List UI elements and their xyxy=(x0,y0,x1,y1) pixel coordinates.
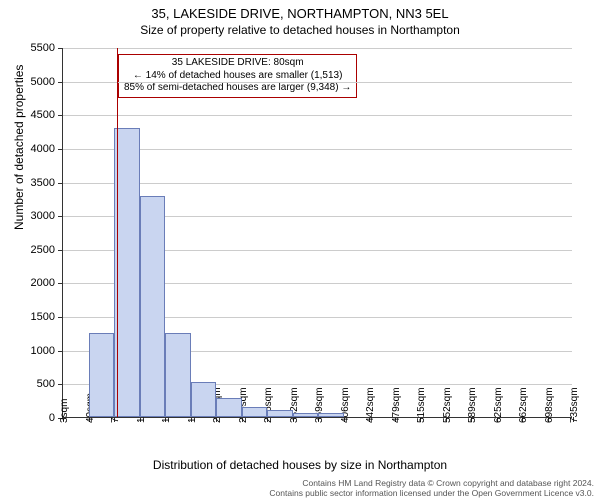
histogram-bar xyxy=(191,382,217,417)
histogram-bar xyxy=(89,333,115,417)
attribution-text: Contains HM Land Registry data © Crown c… xyxy=(269,478,594,498)
x-tick-label: 442sqm xyxy=(365,387,376,423)
y-tick-label: 4500 xyxy=(31,109,63,121)
y-tick-label: 5500 xyxy=(31,42,63,54)
annotation-line: ← 14% of detached houses are smaller (1,… xyxy=(124,70,351,83)
y-tick-label: 1000 xyxy=(31,345,63,357)
annotation-line: 35 LAKESIDE DRIVE: 80sqm xyxy=(124,57,351,70)
attribution-line: Contains HM Land Registry data © Crown c… xyxy=(269,478,594,488)
x-tick-label: 296sqm xyxy=(263,387,274,423)
y-tick-label: 1500 xyxy=(31,311,63,323)
x-tick-label: 552sqm xyxy=(442,387,453,423)
grid-line xyxy=(63,82,572,83)
histogram-bar xyxy=(242,407,268,417)
x-tick-label: 369sqm xyxy=(314,387,325,423)
y-tick-label: 4000 xyxy=(31,143,63,155)
histogram-bar xyxy=(216,398,242,417)
histogram-bar xyxy=(318,413,344,417)
grid-line xyxy=(63,48,572,49)
chart-plot-area: 35 LAKESIDE DRIVE: 80sqm ← 14% of detach… xyxy=(62,48,572,418)
x-tick-label: 735sqm xyxy=(569,387,580,423)
x-tick-label: 589sqm xyxy=(467,387,478,423)
grid-line xyxy=(63,115,572,116)
histogram-bar xyxy=(293,413,319,417)
annotation-line: 85% of semi-detached houses are larger (… xyxy=(124,82,351,95)
x-tick-label: 698sqm xyxy=(544,387,555,423)
x-tick-label: 625sqm xyxy=(493,387,504,423)
y-axis-title: Number of detached properties xyxy=(12,65,26,230)
y-tick-label: 3500 xyxy=(31,177,63,189)
histogram-bar xyxy=(267,410,293,417)
x-axis-title: Distribution of detached houses by size … xyxy=(0,458,600,472)
x-tick-label: 479sqm xyxy=(391,387,402,423)
x-tick-label: 406sqm xyxy=(340,387,351,423)
property-marker-line xyxy=(117,48,118,417)
y-tick-label: 2000 xyxy=(31,277,63,289)
y-tick-label: 2500 xyxy=(31,244,63,256)
y-tick-label: 3000 xyxy=(31,210,63,222)
x-tick-label: 662sqm xyxy=(518,387,529,423)
attribution-line: Contains public sector information licen… xyxy=(269,488,594,498)
annotation-box: 35 LAKESIDE DRIVE: 80sqm ← 14% of detach… xyxy=(118,54,357,98)
chart-subtitle: Size of property relative to detached ho… xyxy=(0,21,600,37)
x-tick-label: 3sqm xyxy=(59,399,70,423)
y-tick-label: 500 xyxy=(37,378,63,390)
chart-title: 35, LAKESIDE DRIVE, NORTHAMPTON, NN3 5EL xyxy=(0,0,600,21)
x-tick-label: 332sqm xyxy=(289,387,300,423)
x-tick-label: 515sqm xyxy=(416,387,427,423)
y-tick-label: 5000 xyxy=(31,76,63,88)
histogram-bar xyxy=(165,333,191,417)
histogram-bar xyxy=(140,196,166,417)
